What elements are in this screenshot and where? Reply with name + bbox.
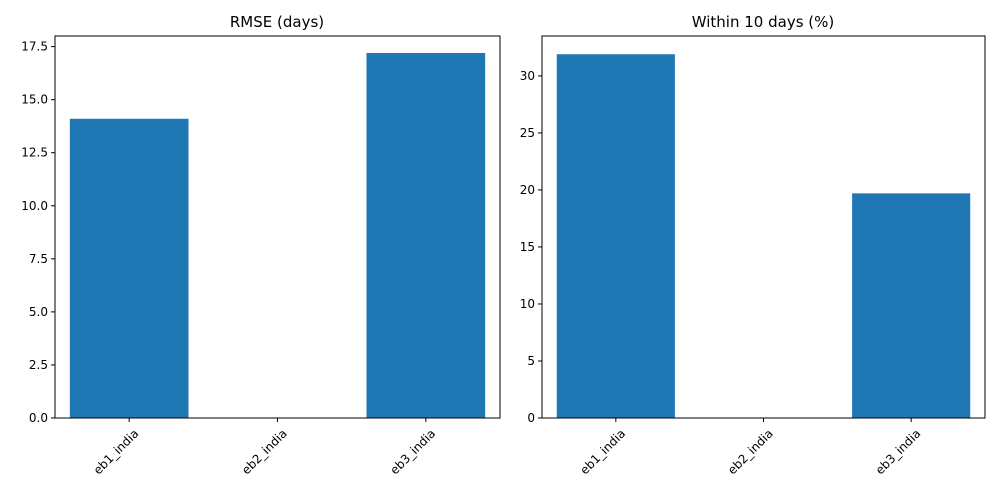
y-tick-label: 10.0 [21, 199, 48, 213]
x-tick-label: eb2_india [239, 426, 290, 477]
y-tick-label: 17.5 [21, 40, 48, 54]
x-tick-label: eb1_india [91, 426, 142, 477]
y-tick-label: 20 [520, 183, 535, 197]
x-tick-label: eb1_india [577, 426, 628, 477]
y-tick-label: 30 [520, 69, 535, 83]
y-tick-label: 25 [520, 126, 535, 140]
chart-title-rmse: RMSE (days) [230, 13, 324, 31]
bar-eb1_india [69, 118, 189, 419]
chart-title-within-10-days: Within 10 days (%) [692, 13, 835, 31]
y-tick-label: 2.5 [29, 358, 48, 372]
chart-rmse: RMSE (days) 0.0 2.5 5.0 7.5 10.0 12.5 15.0 17.5… [21, 13, 501, 477]
y-tick-label: 5 [527, 354, 535, 368]
y-tick-label: 5.0 [29, 305, 48, 319]
y-tick-label: 10 [520, 297, 535, 311]
y-tick-label: 15.0 [21, 93, 48, 107]
x-tick-label: eb3_india [873, 426, 924, 477]
y-tick-label: 0 [527, 411, 535, 425]
y-tick-label: 7.5 [29, 252, 48, 266]
x-tick-label: eb3_india [387, 426, 438, 477]
panel-rmse: 0.0 2.5 5.0 7.5 10.0 12.5 15.0 17.5 eb1_india eb2… [21, 35, 501, 477]
x-tick-label: eb2_india [725, 426, 776, 477]
y-tick-label: 0.0 [29, 411, 48, 425]
bar-eb1_india [556, 54, 675, 418]
bar-eb3_india [852, 193, 971, 418]
chart-within-10-days: Within 10 days (%) 0 5 10 15 20 25 30 eb1_india… [520, 13, 986, 477]
y-tick-label: 15 [520, 240, 535, 254]
bar-eb3_india [366, 52, 486, 418]
y-tick-label: 12.5 [21, 146, 48, 160]
panel-within-10-days: 0 5 10 15 20 25 30 eb1_india eb2_india eb3_india [520, 35, 986, 477]
